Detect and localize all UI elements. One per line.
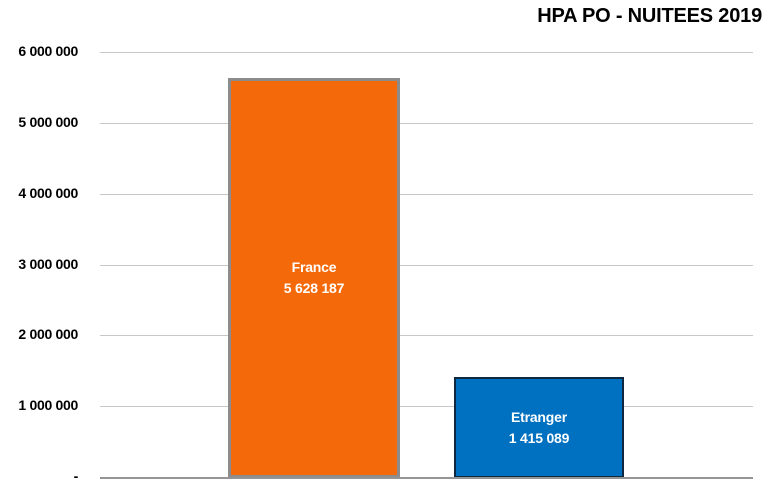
y-tick-label: - [73,468,79,484]
bar-data-label: Etranger 1 415 089 [508,407,570,449]
gridline [100,194,753,195]
bar-france: France 5 628 187 [228,78,400,478]
y-tick-label: 4 000 000 [18,185,78,201]
gridline [100,52,753,53]
y-tick-label: 1 000 000 [18,397,78,413]
x-axis-baseline [100,477,753,479]
y-tick-label: 6 000 000 [18,43,78,59]
gridline [100,123,753,124]
y-tick-label: 3 000 000 [18,256,78,272]
bar-value: 1 415 089 [508,429,570,446]
chart-title: HPA PO - NUITEES 2019 [537,5,762,27]
gridline [100,265,753,266]
gridline [100,406,753,407]
y-tick-label: 2 000 000 [18,326,78,342]
bar-etranger: Etranger 1 415 089 [454,377,624,478]
y-tick-label: 5 000 000 [18,114,78,130]
gridline [100,335,753,336]
bar-category-name: Etranger [511,408,567,425]
bar-category-name: France [291,259,337,275]
bar-data-label: France 5 628 187 [283,257,345,299]
bar-value: 5 628 187 [283,280,345,296]
